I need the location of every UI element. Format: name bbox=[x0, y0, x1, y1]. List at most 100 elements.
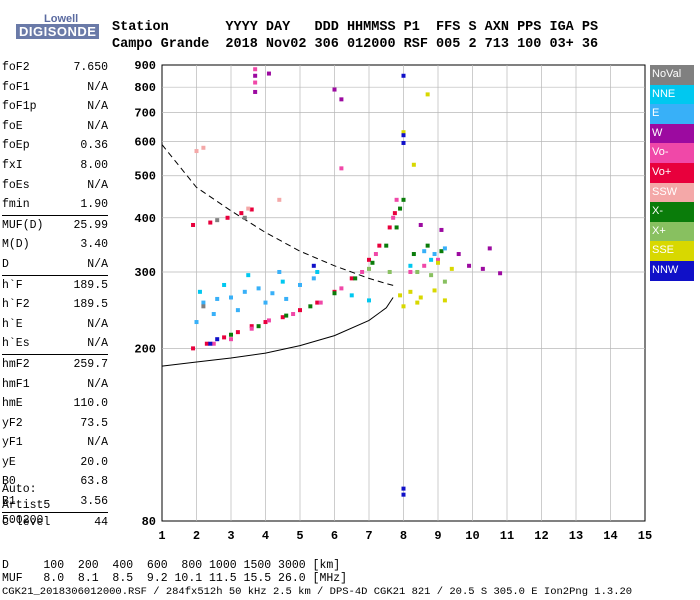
file-info-row: CGK21_2018306012000.RSF / 284fx512h 50 k… bbox=[2, 586, 633, 598]
x-tick-label: 8 bbox=[400, 529, 407, 543]
param-key: foEs bbox=[2, 178, 30, 192]
echo-point-vo- bbox=[249, 207, 254, 212]
echo-point-vo- bbox=[253, 80, 258, 85]
echo-point-w bbox=[456, 252, 461, 257]
solid-profile-curve bbox=[161, 297, 394, 367]
echo-point-x- bbox=[384, 243, 389, 248]
echo-point-e bbox=[263, 300, 268, 305]
param-value: N/A bbox=[87, 80, 108, 94]
param-value: N/A bbox=[87, 257, 108, 271]
echo-point-nne bbox=[315, 269, 320, 274]
echo-point-x- bbox=[425, 243, 430, 248]
echo-point-noval bbox=[242, 215, 247, 220]
echo-point-sse bbox=[408, 289, 413, 294]
echo-point-w bbox=[339, 97, 344, 102]
y-tick-label: 800 bbox=[134, 81, 156, 95]
echo-point-vo- bbox=[266, 318, 271, 323]
y-tick-label: 500 bbox=[134, 170, 156, 184]
param-key: foEp bbox=[2, 139, 30, 153]
distance-row: D 100 200 400 600 800 1000 1500 3000 [km… bbox=[2, 559, 341, 572]
echo-point-nnw bbox=[401, 492, 406, 497]
legend-item-e: E bbox=[650, 104, 694, 124]
param-key: h`Es bbox=[2, 337, 30, 351]
echo-point-vo- bbox=[373, 252, 378, 257]
param-key: hmF2 bbox=[2, 357, 30, 371]
echo-point-e bbox=[194, 320, 199, 325]
y-tick-label: 80 bbox=[142, 515, 156, 529]
echo-point-vo- bbox=[222, 335, 227, 340]
echo-point-x- bbox=[284, 313, 289, 318]
echo-point-e bbox=[284, 296, 289, 301]
echo-point-vo- bbox=[367, 257, 371, 262]
echo-point-ssw bbox=[194, 149, 199, 154]
echo-point-w bbox=[418, 222, 423, 227]
echo-point-x- bbox=[256, 324, 261, 329]
param-row: foE N/A bbox=[2, 117, 108, 137]
x-tick-label: 7 bbox=[365, 529, 372, 543]
param-value: N/A bbox=[87, 100, 108, 114]
param-value: N/A bbox=[87, 317, 108, 331]
echo-point-vo- bbox=[263, 320, 268, 325]
echo-point-vo- bbox=[408, 269, 413, 274]
echo-point-e bbox=[270, 291, 275, 296]
echo-point-vo- bbox=[339, 166, 344, 171]
legend-item-x-: X- bbox=[650, 202, 694, 222]
echo-point-vo- bbox=[436, 257, 440, 262]
param-row: hmF1 N/A bbox=[2, 375, 108, 395]
echo-point-vo- bbox=[422, 263, 427, 268]
legend-item-vo-: Vo- bbox=[650, 143, 694, 163]
param-value: 63.8 bbox=[80, 475, 108, 489]
echo-point-w bbox=[480, 266, 485, 271]
echo-point-e bbox=[277, 269, 282, 274]
y-tick-label: 200 bbox=[134, 342, 156, 356]
echo-point-vo- bbox=[291, 312, 296, 317]
echo-point-x- bbox=[353, 276, 358, 281]
echo-point-vo- bbox=[235, 330, 240, 335]
param-row: B1 3.56 bbox=[2, 492, 108, 512]
auto-program: Artist5 bbox=[2, 498, 51, 512]
auto-version: 500200 bbox=[2, 514, 44, 527]
echo-point-x- bbox=[429, 273, 434, 278]
param-value: N/A bbox=[87, 337, 108, 351]
echo-point-x- bbox=[367, 266, 371, 271]
param-value: 7.650 bbox=[73, 61, 108, 74]
legend-item-sse: SSE bbox=[650, 241, 694, 261]
echo-point-x- bbox=[370, 260, 375, 265]
echo-point-sse bbox=[418, 295, 423, 300]
echo-point-vo- bbox=[349, 276, 354, 281]
param-value: 3.40 bbox=[80, 238, 108, 252]
echo-point-sse bbox=[449, 266, 454, 271]
param-value: 110.0 bbox=[73, 397, 108, 411]
param-value: 189.5 bbox=[73, 278, 108, 292]
echo-point-vo- bbox=[391, 215, 396, 220]
param-key: foF1p bbox=[2, 100, 37, 114]
param-row: D N/A bbox=[2, 255, 108, 275]
param-row: hmF2 259.7 bbox=[2, 355, 108, 375]
logo-product: DIGISONDE bbox=[16, 24, 100, 39]
x-tick-label: 2 bbox=[193, 529, 200, 543]
param-key: B0 bbox=[2, 475, 16, 489]
param-key: MUF(D) bbox=[2, 218, 44, 232]
echo-point-ssw bbox=[277, 197, 282, 202]
echo-point-sse bbox=[401, 304, 406, 309]
echo-point-nne bbox=[367, 298, 371, 303]
echo-point-e bbox=[215, 296, 220, 301]
echo-point-w bbox=[487, 246, 492, 251]
echo-point-sse bbox=[442, 298, 447, 303]
param-row: hmE 110.0 bbox=[2, 394, 108, 414]
echo-point-nnw bbox=[215, 337, 220, 342]
param-key: M(D) bbox=[2, 238, 30, 252]
echo-point-vo- bbox=[392, 211, 397, 216]
echo-point-sse bbox=[401, 130, 406, 135]
x-tick-label: 9 bbox=[434, 529, 441, 543]
echo-point-x- bbox=[401, 197, 406, 202]
echo-point-vo- bbox=[211, 341, 216, 346]
echo-point-sse bbox=[432, 288, 437, 293]
echo-point-nnw bbox=[401, 486, 406, 491]
param-key: B1 bbox=[2, 495, 16, 509]
param-row: h`E N/A bbox=[2, 315, 108, 335]
echo-point-sse bbox=[436, 260, 440, 265]
param-key: C-level bbox=[2, 515, 51, 529]
echo-point-sse bbox=[415, 300, 420, 305]
param-row: yF2 73.5 bbox=[2, 414, 108, 434]
